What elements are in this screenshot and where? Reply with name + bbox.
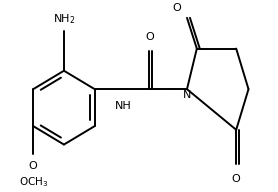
Text: O: O bbox=[173, 3, 182, 13]
Text: NH: NH bbox=[115, 101, 131, 111]
Text: OCH$_3$: OCH$_3$ bbox=[19, 175, 48, 189]
Text: N: N bbox=[183, 90, 191, 100]
Text: O: O bbox=[145, 32, 154, 42]
Text: O: O bbox=[232, 174, 240, 184]
Text: O: O bbox=[29, 161, 38, 170]
Text: NH$_2$: NH$_2$ bbox=[53, 13, 75, 26]
